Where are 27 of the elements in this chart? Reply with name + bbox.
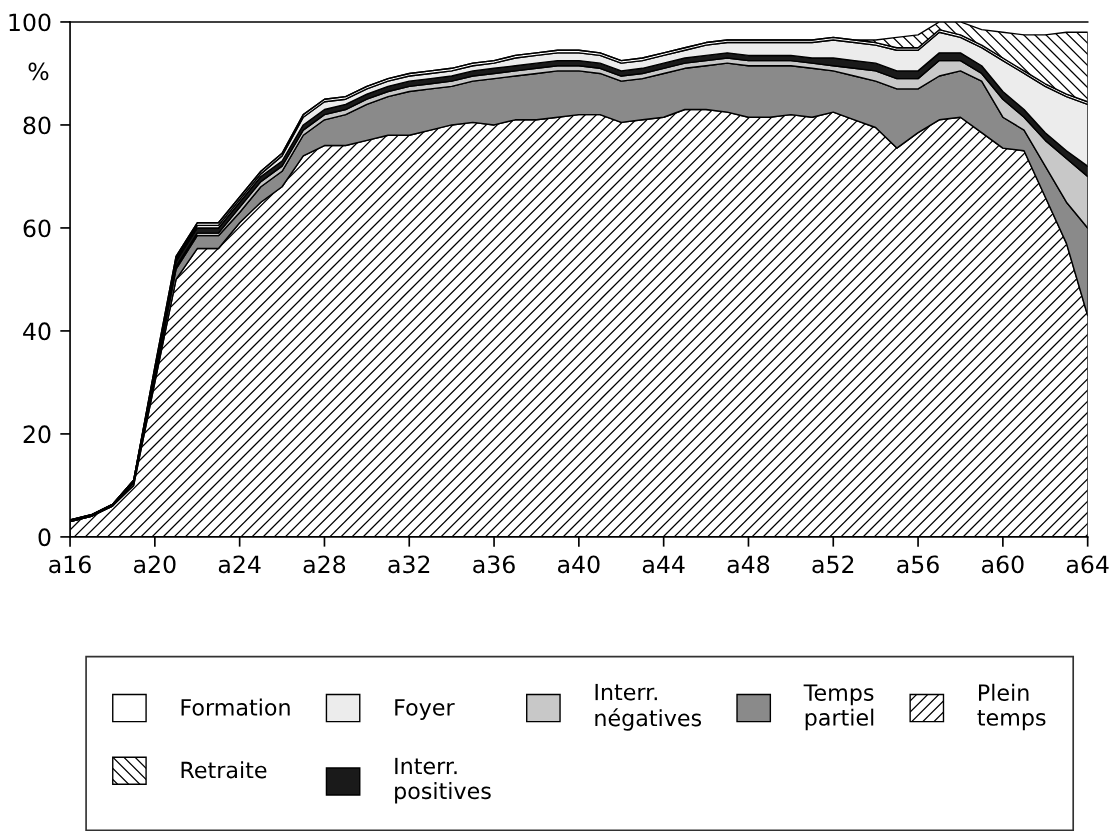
y-tick-label: 80 xyxy=(23,116,51,135)
legend-label: Retraite xyxy=(181,761,267,779)
y-tick-label: 20 xyxy=(23,425,51,444)
y-tick-label: 40 xyxy=(23,322,51,341)
x-tick-label: a44 xyxy=(642,555,685,574)
x-tick-label: a64 xyxy=(1066,555,1109,574)
x-tick-label: a24 xyxy=(218,555,261,574)
x-tick-label: a56 xyxy=(897,555,939,574)
legend-label: Foyer xyxy=(395,699,455,721)
x-tick-label: a28 xyxy=(303,555,346,574)
x-tick-label: a48 xyxy=(727,555,770,574)
legend-label: Temps partiel xyxy=(803,684,874,731)
y-axis-title: % xyxy=(28,62,49,81)
y-tick-label: 60 xyxy=(23,219,51,238)
x-tick-label: a40 xyxy=(558,555,600,574)
x-tick-label: a32 xyxy=(388,555,430,574)
x-tick-label: a16 xyxy=(49,555,91,574)
x-tick-label: a36 xyxy=(473,555,515,574)
legend-label: Plein temps xyxy=(977,683,1046,731)
legend-label: Interr. négatives xyxy=(595,683,702,731)
y-tick-label: 0 xyxy=(38,528,51,547)
x-tick-label: a60 xyxy=(982,555,1024,574)
y-tick-label: 100 xyxy=(9,13,51,32)
x-tick-label: a52 xyxy=(812,555,854,574)
legend-label: Interr. positives xyxy=(395,757,491,804)
legend-label: Formation xyxy=(181,698,290,716)
x-tick-label: a20 xyxy=(134,555,176,574)
